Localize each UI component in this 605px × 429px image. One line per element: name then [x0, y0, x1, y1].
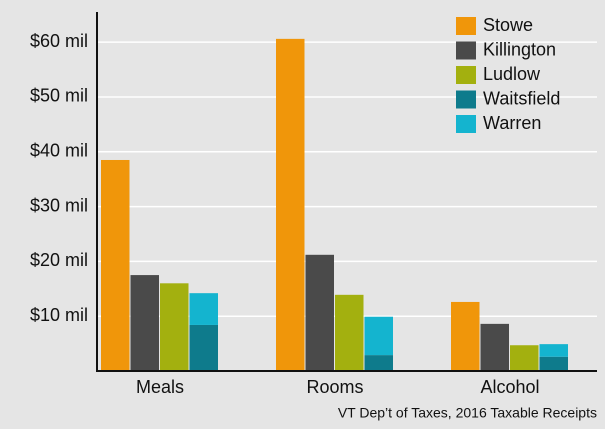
bar — [539, 344, 568, 357]
y-tick-label: $50 mil — [30, 86, 88, 106]
y-tick-label: $60 mil — [30, 31, 88, 51]
bar — [101, 159, 130, 371]
y-tick-label: $30 mil — [30, 195, 88, 215]
bar — [480, 323, 509, 371]
legend-swatch — [456, 115, 476, 133]
legend-label: Stowe — [483, 15, 533, 35]
bar — [451, 301, 480, 371]
x-tick-label: Meals — [136, 377, 184, 397]
y-tick-label: $10 mil — [30, 305, 88, 325]
y-tick-label: $20 mil — [30, 250, 88, 270]
x-tick-label: Alcohol — [480, 377, 539, 397]
legend-label: Warren — [483, 113, 541, 133]
legend-label: Killington — [483, 39, 556, 59]
bar — [510, 345, 539, 371]
legend-label: Ludlow — [483, 64, 541, 84]
legend-swatch — [456, 66, 476, 84]
source: VT Dep’t of Taxes, 2016 Taxable Receipts — [338, 405, 597, 421]
bar — [189, 324, 218, 371]
legend-swatch — [456, 17, 476, 35]
y-tick-label: $40 mil — [30, 141, 88, 161]
bar — [160, 283, 189, 371]
bar — [189, 293, 218, 325]
bar — [364, 355, 393, 371]
bar — [364, 316, 393, 356]
x-tick-label: Rooms — [306, 377, 363, 397]
legend-swatch — [456, 90, 476, 109]
bar — [276, 38, 305, 372]
bar — [130, 275, 159, 371]
bar — [305, 254, 334, 371]
bar — [335, 294, 364, 371]
legend-label: Waitsfield — [483, 88, 560, 108]
bar — [539, 356, 568, 371]
legend-swatch — [456, 41, 476, 60]
